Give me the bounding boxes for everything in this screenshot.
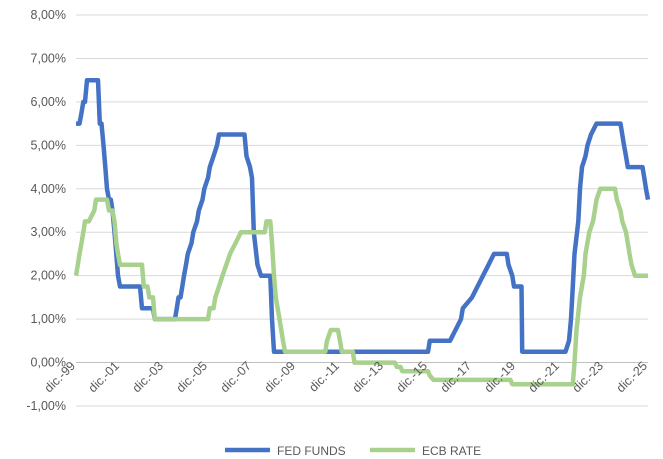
legend-label-1: ECB RATE: [422, 444, 481, 458]
x-tick-label: dic.-01: [86, 359, 122, 395]
series-layer: [73, 77, 651, 387]
y-tick-label: 8,00%: [31, 8, 66, 22]
y-tick-label: 5,00%: [31, 138, 66, 152]
x-tick-label: dic.-19: [482, 359, 518, 395]
x-tick-label: dic.-05: [174, 359, 210, 395]
y-axis: 8,00% 7,00% 6,00% 5,00% 4,00% 3,00% 2,00% 1,00%…: [26, 8, 66, 413]
x-tick-label: dic.-09: [262, 359, 298, 395]
series-line-ecb-rate: [73, 186, 648, 387]
y-tick-label: 3,00%: [31, 225, 66, 239]
y-tick-label: 1,00%: [31, 312, 66, 326]
x-tick-label: dic.-21: [526, 359, 562, 395]
series-line-fed-funds: [76, 77, 651, 354]
x-tick-label: dic.-15: [394, 359, 430, 395]
x-tick-label: dic.-03: [130, 359, 166, 395]
y-tick-label: 6,00%: [31, 95, 66, 109]
legend-label-0: FED FUNDS: [277, 444, 346, 458]
y-tick-label: 0,00%: [31, 356, 66, 370]
y-tick-label: 2,00%: [31, 269, 66, 283]
y-tick-label: -1,00%: [26, 399, 66, 413]
gridlines: [76, 14, 648, 407]
x-tick-label: dic.-07: [218, 359, 254, 395]
x-axis: dic.-99 dic.-01 dic.-03 dic.-05 dic.-07 dic.-…: [42, 359, 650, 395]
x-tick-label: dic.-17: [438, 359, 474, 395]
x-tick-label: dic.-25: [614, 359, 650, 395]
legend: FED FUNDS ECB RATE: [225, 444, 481, 458]
x-tick-label: dic.-11: [306, 359, 342, 395]
y-tick-label: 4,00%: [31, 182, 66, 196]
y-tick-label: 7,00%: [31, 51, 66, 65]
